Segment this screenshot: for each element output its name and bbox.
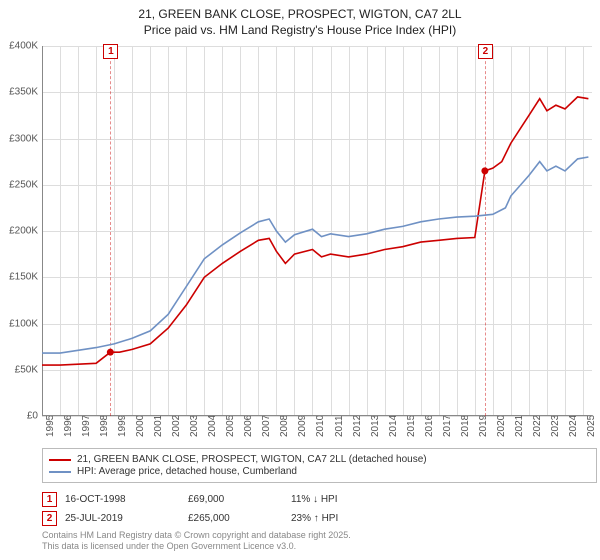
x-tick-label: 2016 [424,415,435,437]
x-tick-label: 2024 [568,415,579,437]
x-tick-label: 2008 [279,415,290,437]
legend-swatch [49,459,71,461]
x-tick-label: 2003 [189,415,200,437]
x-tick-label: 2012 [352,415,363,437]
x-tick-label: 2004 [207,415,218,437]
x-tick-label: 2021 [514,415,525,437]
x-tick-label: 2020 [496,415,507,437]
x-tick-label: 2007 [261,415,272,437]
legend-entry: HPI: Average price, detached house, Cumb… [49,466,590,477]
title-line-1: 21, GREEN BANK CLOSE, PROSPECT, WIGTON, … [10,6,590,22]
sales-table: 1 16-OCT-1998 £69,000 11% ↓ HPI 2 25-JUL-2019… [42,488,401,530]
y-tick-label: £0 [0,411,38,422]
sale-marker: 1 [103,44,118,59]
row-date: 25-JUL-2019 [65,513,180,524]
series-hpi [42,157,588,353]
x-tick-label: 2006 [243,415,254,437]
row-marker: 1 [42,492,57,507]
y-tick-label: £50K [0,364,38,375]
line-series [42,46,592,416]
table-row: 2 25-JUL-2019 £265,000 23% ↑ HPI [42,511,401,526]
x-tick-label: 2002 [171,415,182,437]
x-tick-label: 2025 [586,415,597,437]
legend-label: 21, GREEN BANK CLOSE, PROSPECT, WIGTON, … [77,454,427,465]
chart-area: £0£50K£100K£150K£200K£250K£300K£350K£400… [42,46,592,416]
title-line-2: Price paid vs. HM Land Registry's House … [10,22,590,38]
x-tick-label: 1999 [117,415,128,437]
y-tick-label: £300K [0,133,38,144]
x-tick-label: 2014 [388,415,399,437]
x-tick-label: 2022 [532,415,543,437]
x-tick-label: 2023 [550,415,561,437]
x-tick-label: 2017 [442,415,453,437]
row-pct: 23% ↑ HPI [291,513,401,524]
x-tick-label: 2013 [370,415,381,437]
row-price: £69,000 [188,494,283,505]
x-tick-label: 2000 [135,415,146,437]
y-tick-label: £400K [0,41,38,52]
row-pct: 11% ↓ HPI [291,494,401,505]
y-tick-label: £350K [0,87,38,98]
x-tick-label: 1997 [81,415,92,437]
legend-swatch [49,471,71,473]
x-tick-label: 2009 [297,415,308,437]
sale-marker: 2 [478,44,493,59]
row-date: 16-OCT-1998 [65,494,180,505]
chart-container: 21, GREEN BANK CLOSE, PROSPECT, WIGTON, … [0,0,600,560]
row-marker: 2 [42,511,57,526]
footnote: Contains HM Land Registry data © Crown c… [42,530,351,553]
x-tick-label: 1996 [63,415,74,437]
x-tick-label: 2005 [225,415,236,437]
footnote-line-2: This data is licensed under the Open Gov… [42,541,351,552]
x-tick-label: 1998 [99,415,110,437]
x-tick-label: 2015 [406,415,417,437]
x-tick-label: 2019 [478,415,489,437]
x-tick-label: 2011 [334,415,345,437]
x-tick-label: 2001 [153,415,164,437]
legend-label: HPI: Average price, detached house, Cumb… [77,466,297,477]
x-tick-label: 1995 [45,415,56,437]
x-tick-label: 2010 [315,415,326,437]
title-block: 21, GREEN BANK CLOSE, PROSPECT, WIGTON, … [0,0,600,40]
x-tick-label: 2018 [460,415,471,437]
legend: 21, GREEN BANK CLOSE, PROSPECT, WIGTON, … [42,448,597,483]
y-tick-label: £250K [0,179,38,190]
row-price: £265,000 [188,513,283,524]
y-tick-label: £200K [0,226,38,237]
table-row: 1 16-OCT-1998 £69,000 11% ↓ HPI [42,492,401,507]
legend-entry: 21, GREEN BANK CLOSE, PROSPECT, WIGTON, … [49,454,590,465]
y-tick-label: £150K [0,272,38,283]
y-tick-label: £100K [0,318,38,329]
footnote-line-1: Contains HM Land Registry data © Crown c… [42,530,351,541]
